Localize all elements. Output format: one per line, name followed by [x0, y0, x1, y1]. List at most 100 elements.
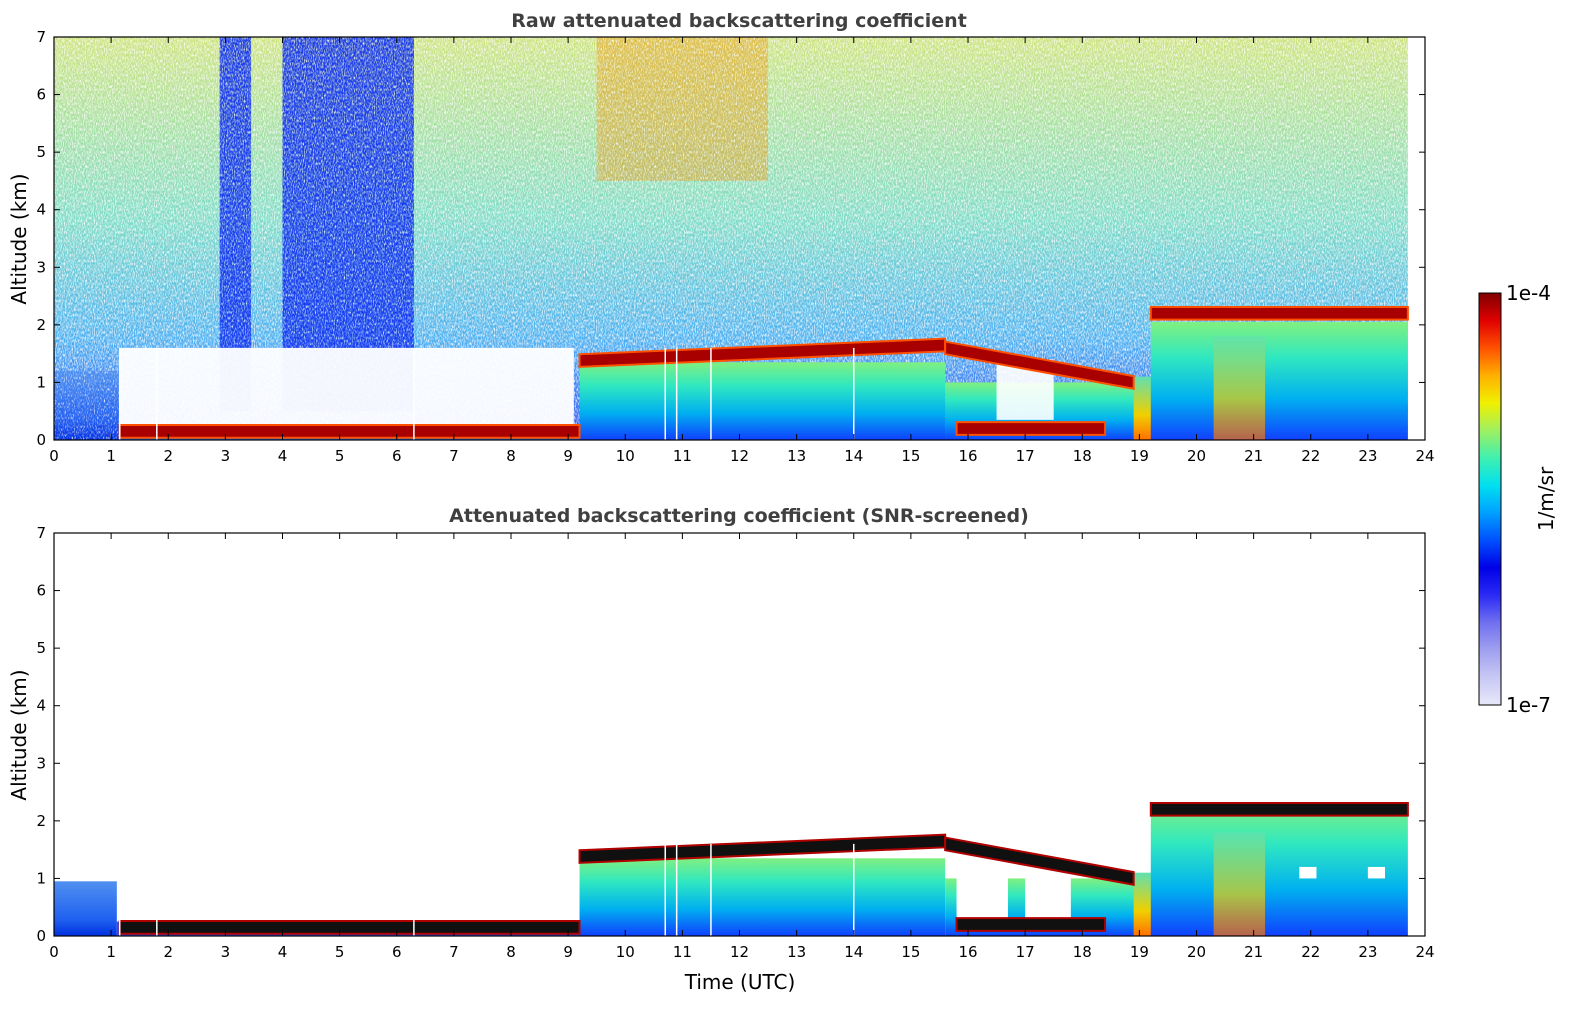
x-tick-label: 2: [163, 447, 173, 465]
y-tick-label: 4: [36, 697, 46, 715]
x-axis: 0 1 2 3 4 5 6 7 8 9 10 11 12 13 14 15 16 17 18 19 20 21 22 23 24: [49, 37, 1435, 465]
x-tick-label: 4: [278, 943, 288, 961]
y-tick-label: 6: [36, 86, 46, 104]
x-tick-label: 13: [787, 447, 806, 465]
x-tick-label: 8: [506, 943, 516, 961]
cloud-layer: [944, 340, 1135, 390]
colorbar-max-label: 1e-4: [1506, 281, 1551, 305]
x-tick-label: 22: [1301, 943, 1320, 961]
y-tick-label: 1: [36, 869, 46, 887]
y-tick-label: 2: [36, 316, 46, 334]
colorbar-unit-label: 1/m/sr: [1534, 466, 1558, 531]
cloud-layer: [955, 917, 1107, 932]
y-tick-label: 2: [36, 812, 46, 830]
upper-noise-warm: [596, 37, 769, 181]
x-axis-label: Time (UTC): [684, 970, 796, 994]
boundary-layer: [579, 858, 946, 936]
x-tick-label: 17: [1016, 447, 1035, 465]
y-tick-label: 7: [36, 524, 46, 542]
x-tick-label: 20: [1187, 447, 1206, 465]
x-tick-label: 16: [958, 943, 977, 961]
cloud-layer: [1149, 802, 1409, 817]
y-tick-label: 5: [36, 639, 46, 657]
x-tick-label: 11: [673, 943, 692, 961]
x-axis: 0 1 2 3 4 5 6 7 8 9 10 11 12 13 14 15 16 17 18 19 20 21 22 23 24: [49, 533, 1435, 961]
x-tick-label: 9: [563, 943, 573, 961]
x-tick-label: 2: [163, 943, 173, 961]
x-tick-label: 15: [901, 943, 920, 961]
x-tick-label: 12: [730, 943, 749, 961]
x-tick-label: 17: [1016, 943, 1035, 961]
boundary-layer: [1150, 321, 1408, 440]
y-tick-label: 0: [36, 431, 46, 449]
x-tick-label: 5: [335, 447, 345, 465]
x-tick-label: 24: [1415, 943, 1434, 961]
x-tick-label: 10: [616, 447, 635, 465]
x-tick-label: 6: [392, 447, 402, 465]
y-tick-label: 3: [36, 754, 46, 772]
y-tick-label: 4: [36, 201, 46, 219]
convective-layer: [1213, 832, 1266, 936]
snr-screened-panel: Attenuated backscattering coefficient (S…: [7, 505, 1435, 994]
x-tick-label: 7: [449, 447, 459, 465]
low-level-gap: [119, 347, 574, 432]
colorbar: 1e-4 1e-7 1/m/sr: [1478, 281, 1558, 717]
y-axis: 0 1 2 3 4 5 6 7: [36, 524, 1425, 945]
y-tick-label: 0: [36, 927, 46, 945]
x-tick-label: 8: [506, 447, 516, 465]
colorbar-scale: [1478, 292, 1502, 706]
x-tick-label: 23: [1358, 943, 1377, 961]
x-tick-label: 15: [901, 447, 920, 465]
x-tick-label: 24: [1415, 447, 1434, 465]
cloud-layer: [1149, 306, 1409, 321]
x-tick-label: 21: [1244, 447, 1263, 465]
x-tick-label: 10: [616, 943, 635, 961]
cloud-layer: [955, 421, 1107, 436]
x-tick-label: 3: [221, 943, 231, 961]
x-tick-label: 1: [106, 943, 116, 961]
x-tick-label: 18: [1073, 943, 1092, 961]
x-tick-label: 20: [1187, 943, 1206, 961]
raw-backscatter-panel: Raw attenuated backscattering coefficien…: [7, 10, 1435, 465]
x-tick-label: 19: [1130, 943, 1149, 961]
x-tick-label: 22: [1301, 447, 1320, 465]
y-tick-label: 6: [36, 582, 46, 600]
chart-title: Raw attenuated backscattering coefficien…: [511, 10, 967, 32]
y-axis-label: Altitude (km): [7, 173, 31, 304]
chart-title: Attenuated backscattering coefficient (S…: [449, 505, 1029, 527]
x-tick-label: 18: [1073, 447, 1092, 465]
colorbar-min-label: 1e-7: [1506, 693, 1551, 717]
y-tick-label: 5: [36, 143, 46, 161]
x-tick-label: 11: [673, 447, 692, 465]
x-tick-label: 19: [1130, 447, 1149, 465]
convective-layer: [1213, 336, 1266, 440]
x-tick-label: 5: [335, 943, 345, 961]
x-tick-label: 4: [278, 447, 288, 465]
cloud-layer: [944, 836, 1135, 886]
x-tick-label: 6: [392, 943, 402, 961]
plot-area: [54, 802, 1409, 936]
screened-gap: [1299, 866, 1317, 879]
x-tick-label: 0: [49, 447, 59, 465]
y-axis: 0 1 2 3 4 5 6 7: [36, 28, 1425, 449]
nighttime-low-signal: [54, 881, 117, 936]
y-axis-label: Altitude (km): [7, 669, 31, 800]
nighttime-low-signal: [54, 370, 120, 440]
x-tick-label: 12: [730, 447, 749, 465]
plot-area: [54, 37, 1409, 440]
x-tick-label: 14: [844, 943, 863, 961]
x-tick-label: 23: [1358, 447, 1377, 465]
y-tick-label: 7: [36, 28, 46, 46]
y-tick-label: 1: [36, 373, 46, 391]
x-tick-label: 3: [221, 447, 231, 465]
screened-gap: [956, 861, 1008, 922]
x-tick-label: 14: [844, 447, 863, 465]
boundary-layer: [579, 362, 946, 440]
x-tick-label: 1: [106, 447, 116, 465]
x-tick-label: 0: [49, 943, 59, 961]
boundary-layer: [1150, 803, 1408, 936]
x-tick-label: 9: [563, 447, 573, 465]
y-tick-label: 3: [36, 258, 46, 276]
x-tick-label: 7: [449, 943, 459, 961]
